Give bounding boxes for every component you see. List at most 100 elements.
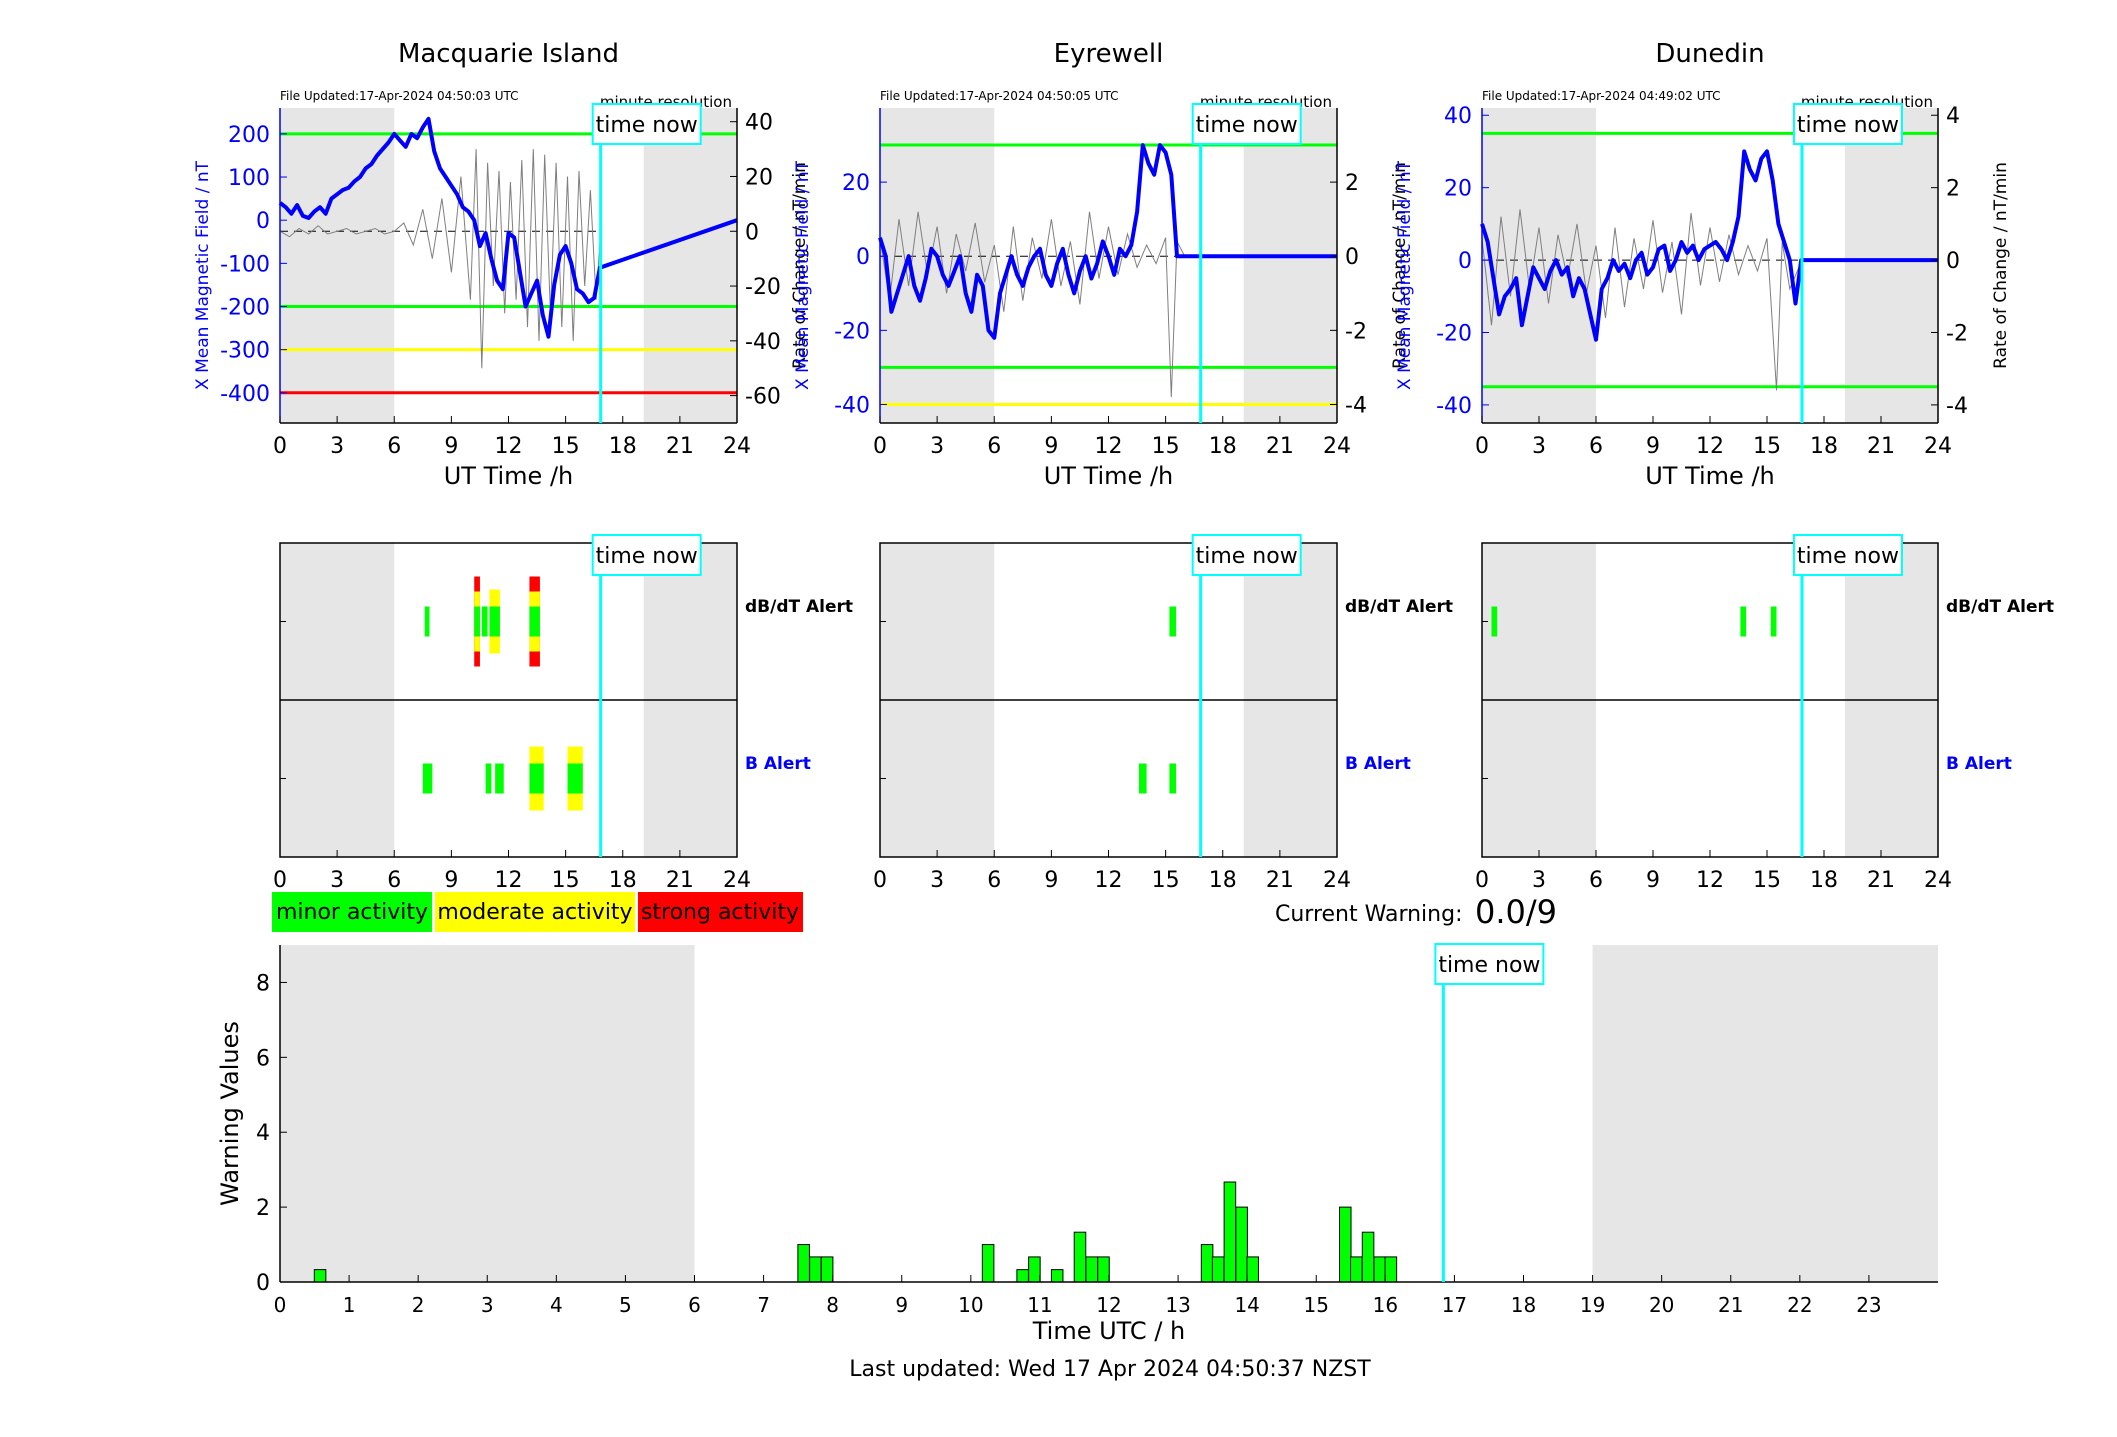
b-alert-bar-minor [495,763,504,794]
x-tick-label: 9 [444,434,458,459]
y2-tick-label: -40 [745,330,781,355]
warning-bar [1223,1181,1237,1283]
x-tick-label: 24 [1924,434,1952,459]
x-tick-label: 3 [330,434,344,459]
b-alert-label: B Alert [1946,754,2012,774]
activity-legend: minor activity moderate activity strong … [272,892,803,932]
x-tick-label: 12 [495,434,523,459]
night-shading [1592,945,1938,1282]
legend-minor-label: minor activity [276,900,428,925]
warning-bar [1235,1206,1248,1283]
x-tick-label: 0 [1475,868,1489,893]
x-tick-label: 18 [1810,868,1838,893]
time-now-label-box [1434,943,1545,985]
y-tick-label: 100 [228,166,270,191]
x-tick-label: 12 [495,868,523,893]
x-tick-label: 15 [1152,434,1180,459]
warning-bar [1246,1256,1259,1283]
x-tick-label: 5 [619,1293,632,1317]
legend-moderate-label: moderate activity [437,900,632,925]
legend-swatch-moderate [435,892,635,932]
x-tick-label: 9 [1044,434,1058,459]
y-tick-label: 4 [256,1121,270,1146]
night-shading [1482,108,1596,423]
y-tick-label: 20 [842,171,870,196]
time-now-label-box [1792,103,1903,145]
time-now-label: time now [596,113,698,138]
y-tick-label: 0 [256,209,270,234]
x-tick-label: 21 [1266,868,1294,893]
dbdt-alert-label: dB/dT Alert [1345,597,1453,617]
x-tick-label: 15 [1304,1293,1329,1317]
y-tick-label: 200 [228,123,270,148]
dbdt-alert-bar-minor [481,606,488,637]
warning-bar [1384,1256,1398,1283]
x-tick-label: 18 [609,434,637,459]
x-axis-title: UT Time /h [1645,462,1775,490]
x-tick-label: 7 [757,1293,770,1317]
y-tick-label: 40 [1444,104,1472,129]
x-tick-label: 14 [1234,1293,1259,1317]
mean-field-series [878,143,1337,340]
y2-tick-label: 0 [745,220,759,245]
x-tick-label: 15 [1753,868,1781,893]
x-tick-label: 12 [1096,1293,1121,1317]
x-axis-title: Time UTC / h [1032,1317,1186,1345]
b-alert-bar-minor [485,763,492,794]
y2-tick-label: 20 [745,165,773,190]
night-shading [280,945,695,1282]
x-tick-label: 0 [273,434,287,459]
y-tick-label: -40 [1436,394,1472,419]
dbdt-alert-bar-minor [529,606,540,637]
x-tick-label: 3 [930,434,944,459]
y2-axis-title: Rate of Change / nT/min [1390,162,1410,369]
night-shading [1844,108,1938,423]
x-tick-label: 24 [1323,434,1351,459]
dbdt-alert-bar-minor [1491,606,1498,637]
y2-tick-label: 4 [1946,104,1960,129]
x-tick-label: 0 [873,868,887,893]
warning-bar [1373,1256,1387,1283]
b-alert-bar-minor [1169,763,1177,794]
x-tick-label: 3 [481,1293,494,1317]
y2-tick-label: 2 [1946,177,1960,202]
x-tick-label: 21 [1867,868,1895,893]
time-now-label: time now [1797,113,1899,138]
last-updated-footer: Last updated: Wed 17 Apr 2024 04:50:37 N… [849,1357,1371,1382]
x-tick-label: 12 [1095,434,1123,459]
warning-bar [809,1256,822,1283]
x-tick-label: 18 [1209,868,1237,893]
x-tick-label: 0 [1475,434,1489,459]
b-alert-bar-minor [529,763,544,794]
station-title: Eyrewell [1054,39,1164,69]
dbdt-alert-bar-minor [1770,606,1777,637]
x-tick-label: 9 [895,1293,908,1317]
x-tick-label: 23 [1856,1293,1881,1317]
rate-of-change-series [279,149,602,369]
time-now-label-box [591,103,702,145]
station-title: Macquarie Island [398,39,619,69]
x-tick-label: 21 [1718,1293,1743,1317]
x-tick-label: 6 [1589,434,1603,459]
x-tick-label: 24 [1924,868,1952,893]
x-tick-label: 24 [723,434,751,459]
warning-bar [1073,1231,1087,1283]
y-tick-label: 2 [256,1196,270,1221]
legend-swatch-strong [638,892,803,932]
dbdt-alert-bar-minor [1740,606,1747,637]
x-tick-label: 8 [826,1293,839,1317]
x-tick-label: 21 [666,434,694,459]
x-tick-label: 10 [958,1293,983,1317]
b-alert-bar-minor [1138,763,1147,794]
x-tick-label: 24 [723,868,751,893]
time-now-label-box [1792,534,1903,576]
x-tick-label: 3 [330,868,344,893]
warning-bar [1050,1269,1064,1283]
x-tick-label: 16 [1373,1293,1398,1317]
file-updated-label: File Updated:17-Apr-2024 04:49:02 UTC [1482,89,1721,103]
x-tick-label: 17 [1442,1293,1467,1317]
y-axis-title: X Mean Magnetic Field / nT [1395,160,1415,390]
rate-of-change-series [879,211,1201,398]
time-now-label-box [1191,103,1302,145]
x-tick-label: 22 [1787,1293,1812,1317]
